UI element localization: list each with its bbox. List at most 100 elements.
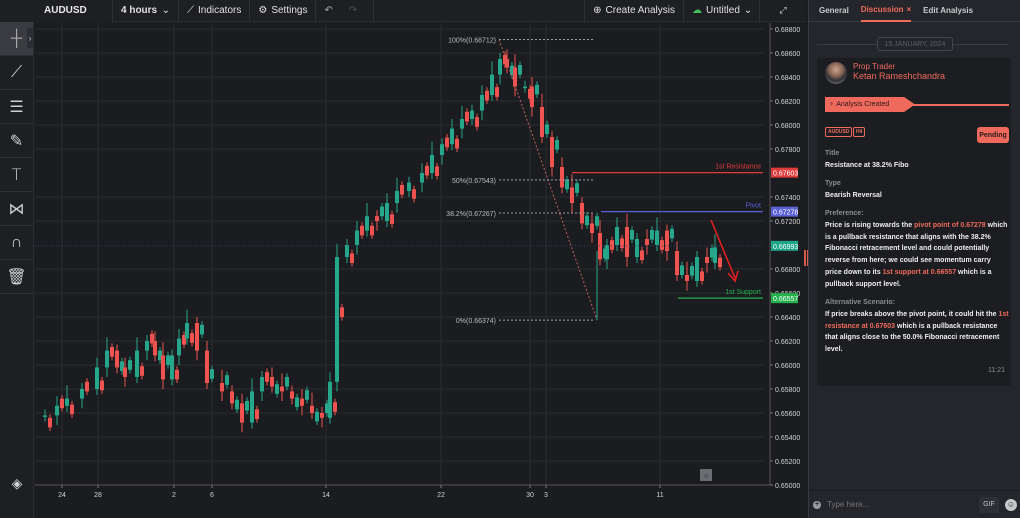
brush-tool[interactable]: ✎ (0, 124, 33, 158)
trendline-tool[interactable]: ⟋ (0, 56, 33, 90)
timeframe-selector[interactable]: 4 hours ⌄ (113, 0, 179, 22)
svg-text:0.65200: 0.65200 (775, 459, 800, 466)
svg-text:100%(0.68712): 100%(0.68712) (448, 38, 496, 45)
svg-text:0.65400: 0.65400 (775, 435, 800, 442)
chevron-down-icon: ⌄ (743, 5, 753, 16)
trendline-icon: ⟋ (10, 63, 23, 81)
svg-text:0.66000: 0.66000 (775, 363, 800, 370)
svg-text:0.66557: 0.66557 (773, 296, 798, 303)
tab-discussion[interactable]: Discussion × (860, 0, 912, 22)
layout-selector[interactable]: ☁ Untitled ⌄ (684, 0, 760, 22)
cloud-check-icon: ☁ (692, 5, 702, 16)
top-toolbar: AUDUSD 4 hours ⌄ ⟋ Indicators ⚙ Settings… (0, 0, 806, 22)
chart-canvas[interactable]: 100%(0.68712) 50%(0.67543) 38.2%(0.67267) 0… (35, 23, 806, 518)
tab-general[interactable]: General (819, 0, 849, 22)
avatar[interactable] (825, 62, 847, 84)
svg-text:0.68400: 0.68400 (775, 75, 800, 82)
indicators-label: Indicators (198, 5, 242, 16)
chevron-down-icon: ⌄ (161, 5, 170, 16)
svg-text:0.67400: 0.67400 (775, 195, 800, 202)
preference-label: Preference: (825, 210, 864, 217)
svg-text:6: 6 (210, 492, 214, 499)
svg-text:24: 24 (58, 492, 66, 499)
alternative-text: If price breaks above the pivot point, i… (825, 311, 1009, 354)
status-event-banner: ♀ Analysis Created (825, 97, 915, 112)
timeframe-chip: H4 (853, 127, 866, 137)
svg-text:0.65600: 0.65600 (775, 411, 800, 418)
pattern-icon: ⋈ (8, 200, 25, 218)
analysis-card: Prop Trader Ketan Rameshchandra ♀ Analys… (817, 58, 1011, 386)
analysis-panel: General Discussion × Edit Analysis 15 JA… (808, 0, 1020, 518)
create-analysis-label: Create Analysis (605, 5, 675, 16)
author-name[interactable]: Ketan Rameshchandra (853, 71, 946, 81)
history-controls: ↶ ↷ (316, 0, 375, 22)
redo-icon[interactable]: ↷ (348, 5, 358, 16)
text-icon: T (11, 165, 22, 184)
settings-button[interactable]: ⚙ Settings (250, 0, 317, 22)
magnet-tool[interactable]: ∩ (0, 226, 33, 260)
pattern-tool[interactable]: ⋈ (0, 192, 33, 226)
emoji-icon[interactable]: ☺ (1005, 498, 1017, 511)
trash-tool[interactable]: 🗑 (0, 260, 33, 294)
svg-text:0.65800: 0.65800 (775, 387, 800, 394)
brush-icon: ✎ (9, 132, 24, 150)
svg-text:22: 22 (437, 492, 445, 499)
svg-text:0.68600: 0.68600 (775, 51, 800, 58)
date-divider: 15 JANUARY, 2024 (809, 36, 1020, 54)
fullscreen-button[interactable]: ⤢ (760, 0, 806, 22)
svg-text:2: 2 (172, 492, 176, 499)
plus-circle-icon: ⊕ (593, 5, 602, 16)
layers-button[interactable]: ◈ (0, 468, 34, 498)
gif-button[interactable]: GIF (979, 496, 999, 513)
fullscreen-icon: ⤢ (779, 5, 787, 15)
create-analysis-button[interactable]: ⊕ Create Analysis (585, 0, 684, 22)
expand-arrow-icon[interactable]: › (27, 28, 33, 48)
text-tool[interactable]: T (0, 158, 33, 192)
svg-text:0.67200: 0.67200 (775, 219, 800, 226)
svg-text:☼: ☼ (702, 471, 709, 480)
symbol-label: AUDUSD (44, 5, 87, 16)
preference-text: Price is rising towards the pivot point … (825, 222, 1008, 288)
alternative-label: Alternative Scenario: (825, 299, 896, 306)
crosshair-tool[interactable]: ┼ › (0, 22, 33, 56)
crosshair-icon: ┼ (10, 29, 23, 47)
status-badge[interactable]: Pending (977, 127, 1009, 143)
svg-text:14: 14 (322, 492, 330, 499)
author-role: Prop Trader (853, 62, 896, 71)
timeframe-label: 4 hours (121, 5, 158, 16)
message-time: 11:21 (988, 367, 1005, 374)
svg-text:0.66200: 0.66200 (775, 339, 800, 346)
svg-text:0.68200: 0.68200 (775, 99, 800, 106)
svg-text:0.67800: 0.67800 (775, 147, 800, 154)
add-attachment-icon[interactable]: + (813, 500, 821, 509)
symbol-selector[interactable]: AUDUSD (0, 0, 113, 22)
indicators-button[interactable]: ⟋ Indicators (179, 0, 251, 22)
layers-icon: ◈ (11, 474, 23, 491)
tab-label: Discussion (860, 5, 904, 14)
svg-text:0.66800: 0.66800 (775, 267, 800, 274)
svg-text:1st Resistance: 1st Resistance (715, 164, 761, 171)
tab-label: Edit Analysis (923, 6, 974, 15)
svg-text:0.67603: 0.67603 (773, 171, 798, 178)
fib-retracement-tool[interactable]: ☰ (0, 90, 33, 124)
close-icon[interactable]: × (906, 5, 912, 14)
svg-text:3: 3 (544, 492, 548, 499)
type-value: Bearish Reversal (825, 192, 882, 199)
svg-text:0.68800: 0.68800 (775, 27, 800, 34)
panel-tabs: General Discussion × Edit Analysis (809, 0, 1020, 22)
price-chart[interactable]: 100%(0.68712) 50%(0.67543) 38.2%(0.67267) 0… (35, 23, 806, 518)
svg-text:1st Support: 1st Support (725, 289, 761, 296)
settings-label: Settings (271, 5, 308, 16)
gear-icon: ⚙ (258, 5, 268, 16)
svg-text:38.2%(0.67267): 38.2%(0.67267) (446, 211, 496, 218)
svg-text:28: 28 (94, 492, 102, 499)
svg-text:0.66993: 0.66993 (773, 244, 798, 251)
svg-text:Pivot: Pivot (745, 203, 761, 210)
status-event-label: Analysis Created (836, 101, 890, 108)
tab-edit-analysis[interactable]: Edit Analysis (923, 0, 973, 22)
trash-icon: 🗑 (6, 268, 27, 286)
undo-icon[interactable]: ↶ (324, 5, 333, 16)
drawing-toolbar: ┼ › ⟋ ☰ ✎ T ⋈ ∩ 🗑 ◈ (0, 22, 34, 518)
message-input[interactable] (827, 500, 973, 509)
svg-text:30: 30 (526, 492, 534, 499)
